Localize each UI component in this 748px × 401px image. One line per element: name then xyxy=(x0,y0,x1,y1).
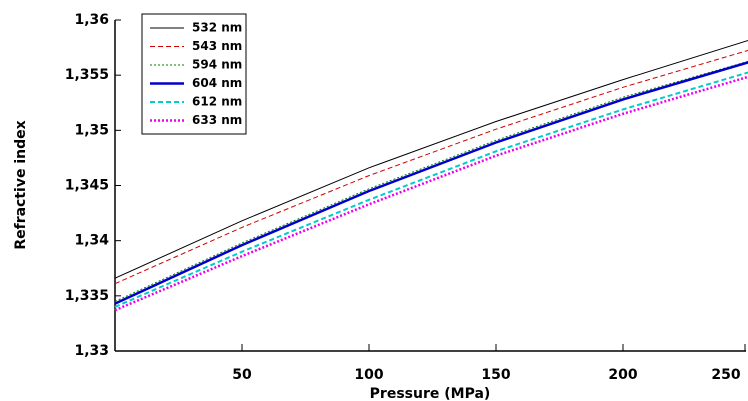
x-tick-label: 150 xyxy=(481,367,510,383)
legend-label: 604 nm xyxy=(192,76,242,90)
x-tick-label: 100 xyxy=(354,367,383,383)
series-line xyxy=(114,49,748,285)
series-line xyxy=(114,40,748,279)
y-axis-label: Refractive index xyxy=(13,120,29,249)
y-tick-label: 1,355 xyxy=(65,67,109,83)
x-tick-label: 250 xyxy=(711,367,740,383)
legend-label: 633 nm xyxy=(192,113,242,127)
series-line xyxy=(114,71,748,308)
x-axis-label: Pressure (MPa) xyxy=(370,386,491,401)
y-tick-label: 1,33 xyxy=(74,343,109,359)
y-tick-label: 1,345 xyxy=(65,178,109,194)
x-tick-label: 200 xyxy=(608,367,637,383)
legend-label: 532 nm xyxy=(192,21,242,35)
legend-box xyxy=(141,13,247,135)
y-tick-label: 1,335 xyxy=(65,288,109,304)
x-tick-label: 50 xyxy=(232,367,252,383)
y-tick-label: 1,34 xyxy=(74,233,109,249)
legend-label: 543 nm xyxy=(192,39,242,53)
y-tick-label: 1,36 xyxy=(74,12,109,28)
legend-label: 612 nm xyxy=(192,95,242,109)
y-tick-label: 1,35 xyxy=(74,122,109,138)
legend-label: 594 nm xyxy=(192,58,242,72)
series-line xyxy=(114,61,748,305)
series-line xyxy=(114,60,748,302)
